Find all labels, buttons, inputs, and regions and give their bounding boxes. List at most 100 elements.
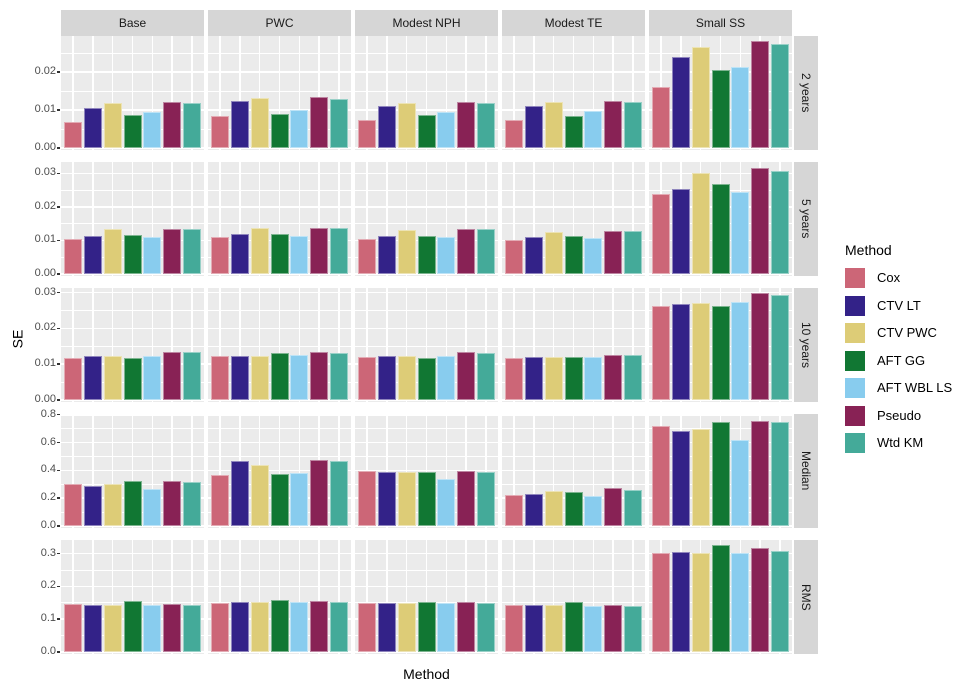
bar [123,114,142,148]
bar [504,120,523,148]
bar [437,237,456,274]
bar [651,425,670,526]
y-tick-mark [57,618,60,620]
panel [502,414,645,528]
gridline-vertical [151,36,154,150]
y-tick-mark [57,441,60,444]
y-tick-label: 0.6 [40,435,56,448]
panel [208,36,351,150]
gridline-vertical [171,162,174,276]
y-tick-label: 0.2 [40,579,56,592]
legend-key [845,433,865,453]
gridline-vertical [513,414,515,528]
bar [671,56,690,148]
gridline-vertical [385,288,388,402]
bar [477,602,496,652]
y-tick-mark [57,172,60,175]
legend-title: Method [845,242,892,258]
bar [397,102,416,148]
gridline-vertical [513,288,515,402]
bar [564,492,583,526]
gridline-vertical [171,36,174,150]
bar [691,302,710,400]
bar [584,356,603,400]
bar [310,227,329,274]
bar [250,228,269,274]
facet-row-strip: 2 years [794,36,818,150]
y-tick-label: 0.1 [40,612,56,625]
bar [270,234,289,274]
gridline-vertical [238,36,241,150]
bar [230,233,249,274]
bar [731,66,750,148]
bar [624,102,643,148]
y-tick-mark [57,413,60,416]
bar [504,358,523,400]
gridline-vertical [612,540,615,654]
y-tick-mark [57,291,60,294]
y-tick-label: 0.01 [34,103,56,116]
gridline-vertical [445,288,448,402]
bar [330,602,349,652]
facet-row-strip: RMS [794,540,818,654]
bar [250,602,269,652]
bar [310,352,329,400]
bar [691,552,710,652]
gridline-vertical [552,36,555,150]
bar [751,41,770,148]
bar [290,354,309,400]
bar [83,107,102,148]
bar [651,87,670,148]
bar [210,116,229,148]
gridline-vertical [485,540,487,654]
bar [123,480,142,526]
bar [63,239,82,274]
gridline-vertical [513,162,515,276]
gridline-vertical [405,540,408,654]
bar [163,102,182,148]
gridline-vertical [485,414,487,528]
gridline-vertical [219,414,221,528]
bar [103,484,122,526]
y-tick-label: 0.00 [34,267,56,279]
gridline-vertical [72,540,74,654]
panel [208,288,351,402]
bar [751,548,770,652]
panel [61,36,204,150]
gridline-vertical [552,540,555,654]
gridline-vertical [632,414,634,528]
gridline-vertical [366,36,368,150]
gridline-vertical [385,36,388,150]
bar [210,237,229,274]
bar [83,604,102,652]
bar [437,111,456,148]
bar [544,102,563,148]
bar [604,101,623,148]
gridline-vertical [151,540,154,654]
bar [524,605,543,652]
bar [183,352,202,400]
gridline-vertical [338,540,340,654]
bar [163,351,182,400]
bar [604,488,623,526]
gridline-vertical [278,162,281,276]
gridline-vertical [258,162,261,276]
gridline-vertical [171,288,174,402]
gridline-vertical [612,36,615,150]
y-tick-mark [57,206,60,208]
gridline-vertical [572,540,575,654]
legend-key [845,405,865,426]
bar [163,481,182,526]
y-tick-label: 0.02 [34,321,56,334]
bar [330,461,349,526]
gridline-vertical [612,288,615,402]
bar [771,44,790,148]
gridline-vertical [445,540,448,654]
bar [771,551,790,652]
x-axis-title: Method [403,666,450,682]
gridline-vertical [592,36,595,150]
bar [584,238,603,274]
bar [731,440,750,526]
bar [270,474,289,526]
gridline-vertical [219,288,221,402]
